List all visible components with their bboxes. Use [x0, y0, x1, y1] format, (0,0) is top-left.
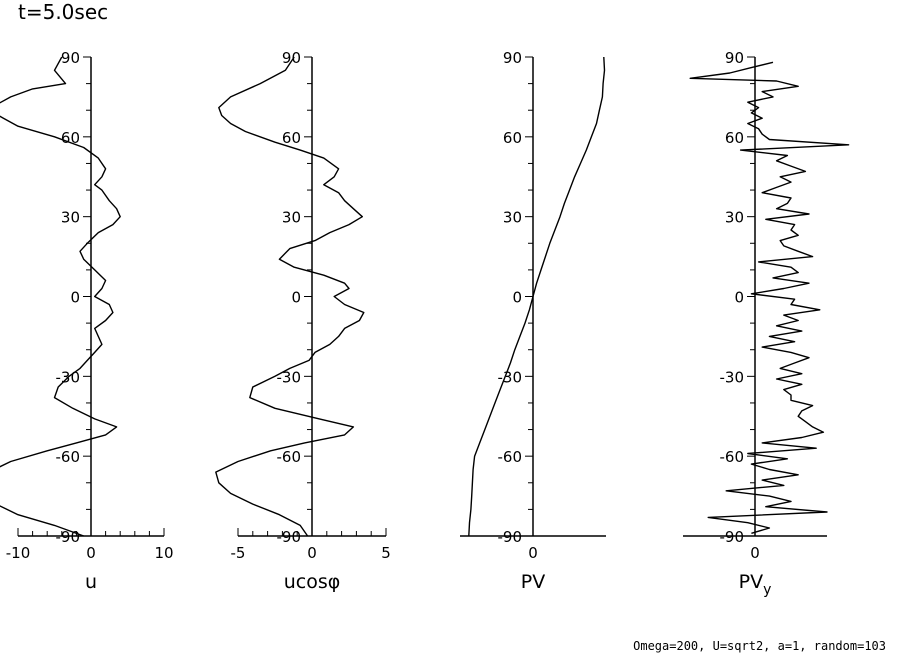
series-line-1-0 — [215, 56, 365, 537]
y-tick-label: -90 — [277, 528, 302, 546]
y-tick-label: 0 — [70, 289, 80, 307]
x-tick-label: 5 — [381, 544, 391, 562]
y-tick-label: -30 — [277, 368, 302, 386]
y-tick-label: 0 — [734, 289, 744, 307]
x-tick-label: -10 — [6, 544, 31, 562]
x-axis-label: PV — [521, 571, 545, 593]
y-tick-label: -60 — [498, 448, 523, 466]
y-tick-label: -60 — [56, 448, 81, 466]
time-label: t=5.0sec — [18, 0, 109, 24]
x-axis-label: ucosφ — [284, 571, 341, 593]
series-line-0-0 — [0, 56, 121, 537]
y-tick-label: 0 — [512, 289, 522, 307]
y-tick-label: 60 — [725, 129, 744, 147]
series-line-2-0 — [468, 56, 606, 537]
y-tick-label: 60 — [61, 129, 80, 147]
x-axis-label: u — [85, 571, 97, 593]
y-tick-label: 0 — [291, 289, 301, 307]
y-tick-label: -60 — [720, 448, 745, 466]
x-tick-label: 0 — [528, 544, 538, 562]
y-tick-label: -90 — [720, 528, 745, 546]
y-tick-label: -30 — [498, 368, 523, 386]
y-tick-label: 30 — [503, 209, 522, 227]
y-tick-label: 30 — [725, 209, 744, 227]
y-tick-label: 90 — [503, 49, 522, 67]
y-tick-label: 30 — [61, 209, 80, 227]
y-tick-label: -60 — [277, 448, 302, 466]
x-tick-label: -5 — [231, 544, 246, 562]
y-tick-label: 60 — [282, 129, 301, 147]
x-tick-label: 0 — [86, 544, 96, 562]
series-line-3-0 — [689, 61, 850, 534]
y-tick-label: -30 — [720, 368, 745, 386]
x-tick-label: 0 — [307, 544, 317, 562]
parameters-label: Omega=200, U=sqrt2, a=1, random=103 — [633, 639, 886, 653]
y-tick-label: 30 — [282, 209, 301, 227]
y-tick-label: 90 — [725, 49, 744, 67]
x-tick-label: 10 — [154, 544, 173, 562]
y-tick-label: -90 — [498, 528, 523, 546]
x-axis-label: PVy — [739, 571, 772, 598]
x-axis-label-subscript: y — [763, 582, 771, 598]
y-tick-label: 90 — [61, 49, 80, 67]
x-tick-label: 0 — [750, 544, 760, 562]
y-tick-label: 90 — [282, 49, 301, 67]
y-tick-label: 60 — [503, 129, 522, 147]
